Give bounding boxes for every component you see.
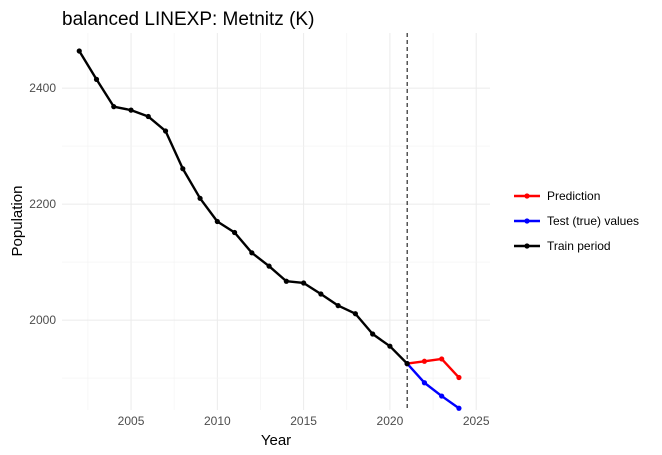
data-point [162, 128, 169, 134]
data-point [335, 303, 341, 309]
grid [62, 33, 490, 410]
data-point [145, 113, 151, 120]
x-tick-label: 2020 [377, 414, 404, 428]
legend-item: Prediction [514, 189, 600, 203]
data-point [266, 263, 272, 269]
series-layer [76, 48, 462, 411]
x-axis-title: Year [261, 432, 291, 449]
data-point [111, 104, 117, 110]
data-point [439, 393, 445, 399]
data-point [197, 195, 203, 201]
axis-layer: 2005 2010 2015 2020 2025 2000 2200 2400 [29, 81, 490, 428]
data-point [421, 358, 428, 364]
legend-key-point [524, 218, 530, 224]
data-point [370, 331, 376, 337]
data-point [301, 280, 307, 286]
data-point [180, 166, 186, 172]
x-tick-label: 2025 [463, 414, 490, 428]
data-point [249, 250, 255, 256]
data-point [352, 311, 358, 317]
data-point [318, 291, 324, 297]
data-point [404, 361, 410, 367]
series-line [78, 49, 409, 365]
data-point [231, 229, 238, 236]
chart-title: balanced LINEXP: Metnitz (K) [62, 9, 314, 30]
series-line [405, 357, 461, 379]
data-point [93, 76, 100, 82]
data-point [387, 343, 393, 349]
data-point [214, 218, 220, 225]
legend-item: Train period [514, 239, 611, 253]
x-tick-label: 2010 [204, 414, 231, 428]
legend-item: Test (true) values [514, 214, 639, 228]
legend-key-point [524, 243, 530, 249]
data-point [76, 48, 82, 54]
y-axis-title: Population [9, 186, 26, 257]
series-line [405, 362, 461, 410]
y-tick-label: 2000 [29, 313, 56, 327]
y-tick-label: 2400 [29, 81, 56, 95]
data-point [283, 278, 289, 284]
legend-key-point [524, 193, 530, 199]
data-point [128, 107, 134, 113]
y-tick-label: 2200 [29, 197, 56, 211]
legend-label: Prediction [547, 189, 600, 203]
legend-label: Train period [547, 239, 611, 253]
legend: Prediction Test (true) values Train period [514, 189, 639, 253]
series-2 [76, 48, 410, 367]
data-point [421, 380, 428, 386]
x-tick-label: 2015 [290, 414, 317, 428]
x-tick-label: 2005 [118, 414, 145, 428]
legend-label: Test (true) values [547, 214, 639, 228]
data-point [456, 374, 462, 381]
data-point [439, 356, 445, 362]
data-point [456, 405, 462, 411]
